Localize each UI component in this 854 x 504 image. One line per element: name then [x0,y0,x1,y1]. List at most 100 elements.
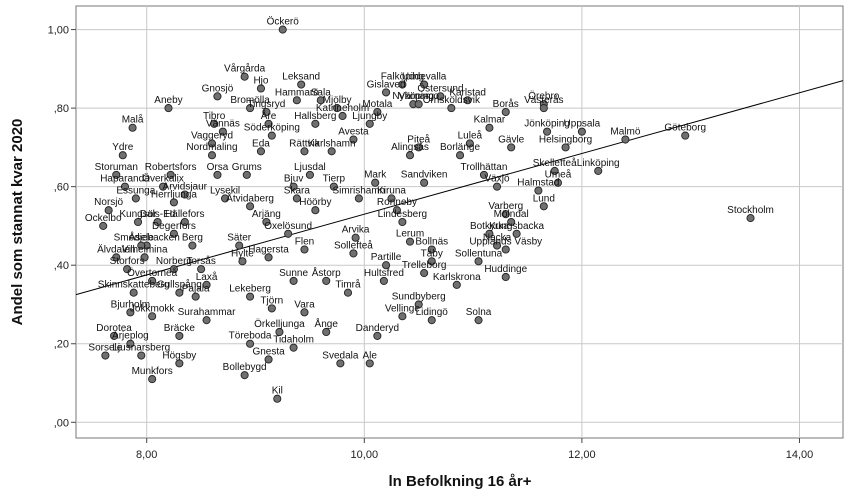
data-point [349,249,358,258]
point-label: Skellefteå [533,157,577,169]
point-label: Lysekil [210,185,240,196]
x-axis-ticks: 8,00 10,00 12,00 14,00 [136,438,813,461]
data-point [240,72,249,81]
point-label: Öckerö [267,16,300,28]
point-label: Lerum [396,229,424,240]
point-label: Gislaved [367,79,406,90]
data-point [197,265,206,274]
data-point [120,182,130,191]
point-label: Överkalix [142,173,184,185]
data-point [148,375,157,384]
data-point [148,276,157,285]
data-point [336,359,345,368]
y-tick-label: ,20 [54,339,69,351]
point-label: Bjurholm [111,299,150,310]
data-point [322,327,331,337]
point-label: Dorotea [96,323,132,334]
data-point [405,151,415,160]
point-label: Tidaholm [273,335,314,346]
point-label: Uppsala [564,119,601,130]
point-label: Norsjö [94,197,123,208]
data-point [373,331,382,340]
point-label: Solna [466,307,492,318]
point-label: Örnsköldsvik [423,94,481,106]
point-label: Ljusdal [294,162,326,173]
point-label: Katrineholm [316,103,369,114]
point-label: Söderköping [244,123,300,134]
data-point [387,194,396,203]
point-label: Aneby [154,95,182,106]
data-point [264,119,273,128]
data-point [213,92,222,101]
point-label: Arvidsjaur [163,182,208,193]
point-label: Sollentuna [455,248,503,259]
data-point [365,119,374,128]
data-point [300,245,309,254]
y-axis-title: Andel som stannat kvar 2020 [9,119,26,326]
data-point [213,170,222,179]
point-label: Kil [272,386,283,397]
data-point [220,194,230,203]
data-point [405,237,415,246]
data-point [398,312,407,321]
point-label: Danderyd [356,323,399,334]
point-label: Trelleborg [402,260,447,271]
point-label: Högsby [162,350,196,361]
data-point [436,92,445,101]
point-label: Bromölla [230,95,270,106]
data-point [164,104,173,113]
point-label: Östersund [417,82,463,94]
data-point [746,214,755,223]
data-point [351,233,360,242]
data-point [501,107,510,117]
data-point [300,308,309,317]
data-point [354,194,363,203]
point-label: Uddevalla [402,72,447,83]
data-point [414,143,423,152]
point-label: Hultsfred [364,268,404,279]
data-point [292,194,301,203]
point-label: Torsås [186,255,215,267]
point-label: Säter [227,233,252,244]
point-label: Eda [252,138,270,149]
data-point [420,178,429,187]
point-label: Lindesberg [378,209,427,220]
data-point [240,371,249,380]
data-point [104,206,113,215]
point-label: Hjo [253,75,268,86]
data-point [382,261,391,270]
data-point [256,84,266,93]
point-label: Hammarö [275,87,319,98]
point-label: Flen [295,236,314,247]
data-point [452,280,461,289]
data-point [392,206,401,215]
point-label: Töreboda [229,331,272,342]
data-point [681,131,690,140]
point-label: Linköping [577,158,620,169]
data-point [398,217,407,227]
data-point [175,359,184,368]
point-label: Skinnskatteberg [98,280,170,291]
x-axis-title: ln Befolkning 16 år+ [389,473,532,490]
point-label: Karlskrona [433,272,481,283]
data-point [256,147,266,156]
data-point [539,104,548,113]
point-label: Gnesta [252,346,285,357]
point-label: Mölndal [494,209,529,220]
data-point [118,151,127,160]
point-label: Kalmar [474,115,506,126]
data-point [110,331,119,340]
point-label: Grums [232,162,262,173]
data-point [289,276,298,285]
point-label: Mark [364,170,387,181]
point-label: Laxå [196,271,218,283]
data-point [322,276,331,285]
point-label: Bollebygd [223,362,267,373]
point-label: Dals-Ed [140,209,176,220]
point-label: Huddinge [484,264,527,275]
data-point [414,300,423,309]
point-label: Surahammar [178,307,236,318]
point-label: Pajala [182,284,210,295]
data-point [379,276,388,285]
point-label: Övertorneå [127,267,177,279]
